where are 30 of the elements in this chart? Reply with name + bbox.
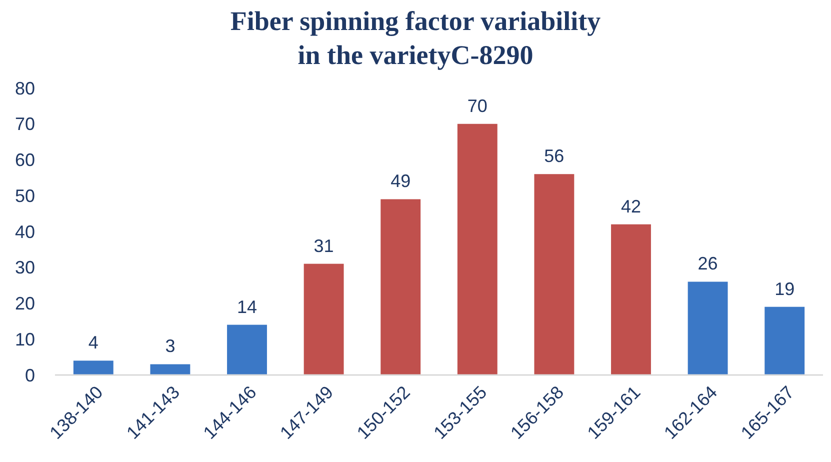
y-tick-label: 30	[14, 258, 35, 278]
bar	[764, 306, 805, 375]
chart-title: Fiber spinning factor variability in the varietyC-8290	[230, 6, 602, 70]
data-label: 56	[544, 146, 564, 166]
y-tick-label: 60	[14, 150, 35, 170]
y-tick-label: 20	[14, 294, 35, 314]
y-tick-label: 80	[14, 78, 35, 98]
bar	[688, 282, 728, 375]
data-label: 26	[698, 254, 718, 274]
data-label: 19	[774, 278, 795, 299]
y-tick-label: 50	[14, 186, 35, 206]
data-label: 4	[88, 332, 98, 353]
y-tick-label: 10	[14, 329, 35, 350]
bar	[73, 360, 114, 375]
bar	[150, 364, 190, 375]
data-label: 3	[165, 336, 176, 356]
data-label: 70	[467, 96, 488, 116]
bar	[611, 224, 651, 375]
data-label: 14	[236, 296, 258, 317]
bar	[457, 124, 498, 375]
y-tick-label: 40	[14, 222, 35, 242]
bar	[227, 324, 267, 375]
data-label: 31	[314, 236, 334, 256]
data-label: 49	[390, 171, 411, 192]
bar	[534, 174, 574, 375]
data-label: 42	[620, 196, 642, 216]
bar	[304, 264, 344, 375]
y-tick-label: 70	[14, 114, 35, 134]
y-tick-label: 0	[24, 365, 35, 386]
bar	[380, 199, 421, 375]
